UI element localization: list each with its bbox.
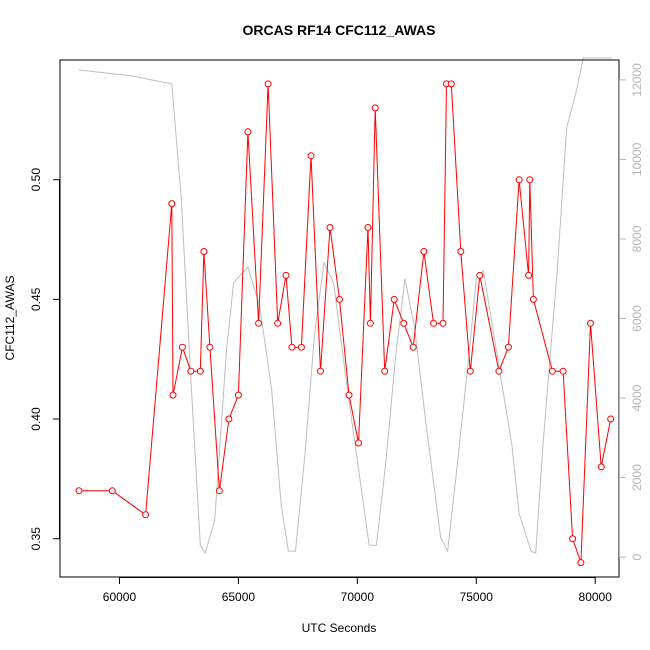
data-point: [457, 248, 465, 255]
x-tick-label: 75000: [460, 590, 494, 604]
data-point: [420, 248, 428, 255]
data-point: [345, 391, 353, 399]
data-point: [196, 367, 204, 375]
data-point: [326, 224, 334, 231]
x-tick-label: 65000: [222, 590, 256, 604]
y2-tick-label: 8000: [630, 225, 644, 252]
data-point: [504, 343, 512, 351]
data-point: [108, 487, 116, 495]
data-point: [515, 176, 523, 184]
data-point: [274, 319, 282, 327]
data-point: [548, 367, 556, 375]
data-point: [179, 343, 186, 351]
data-point: [366, 319, 374, 327]
data-point: [206, 343, 214, 351]
data-point: [200, 248, 208, 255]
y-axis-label: CFC112_AWAS: [3, 276, 17, 361]
data-point: [577, 559, 585, 567]
secondary-series-layer: [78, 57, 612, 555]
data-point: [187, 367, 195, 375]
y-tick-label: 0.50: [29, 168, 43, 192]
y2-tick-label: 6000: [630, 305, 644, 332]
data-point: [587, 319, 594, 327]
data-point: [169, 391, 177, 399]
data-point: [439, 319, 447, 327]
data-point: [430, 319, 437, 327]
data-point: [215, 487, 223, 495]
data-point: [607, 415, 615, 423]
data-point: [168, 200, 176, 208]
data-point: [525, 271, 533, 279]
data-point: [355, 439, 362, 447]
secondary-series-line: [78, 57, 612, 555]
y-tick-label: 0.40: [29, 407, 43, 431]
data-point: [476, 271, 484, 279]
y2-tick-label: 0: [630, 553, 644, 560]
data-point: [529, 295, 537, 303]
axes-layer: 60000 65000 70000 75000 800000.350.400.450.5…: [29, 63, 644, 604]
y2-tick-label: 12000: [630, 63, 644, 97]
data-point: [495, 367, 503, 375]
data-point: [364, 224, 372, 231]
data-point: [225, 415, 233, 423]
y-tick-label: 0.35: [29, 527, 43, 551]
y2-tick-label: 2000: [630, 464, 644, 491]
data-point: [264, 80, 272, 88]
primary-series-line: [79, 83, 612, 563]
x-tick-label: 60000: [103, 590, 137, 604]
data-point: [400, 319, 408, 327]
data-point: [336, 295, 343, 303]
data-point: [409, 343, 417, 351]
x-tick-label: 70000: [341, 590, 375, 604]
data-point: [447, 80, 455, 88]
x-tick-label: 80000: [579, 590, 613, 604]
primary-series-layer: [75, 80, 615, 567]
data-point: [142, 511, 150, 519]
y-tick-label: 0.45: [29, 287, 43, 311]
data-point: [569, 535, 577, 543]
data-point: [244, 128, 252, 136]
data-point: [371, 104, 379, 112]
data-point: [317, 367, 324, 375]
data-point: [288, 343, 296, 351]
data-point: [381, 367, 389, 375]
data-point: [282, 271, 290, 279]
data-point: [255, 319, 263, 327]
data-point: [466, 367, 474, 375]
y2-tick-label: 10000: [630, 142, 644, 176]
data-point: [307, 152, 315, 160]
chart-title: ORCAS RF14 CFC112_AWAS: [243, 22, 436, 38]
data-point: [75, 487, 83, 495]
data-point: [297, 343, 305, 351]
data-point: [526, 176, 534, 184]
data-point: [559, 367, 567, 375]
data-point: [234, 391, 242, 399]
data-point: [390, 295, 398, 303]
x-axis-label: UTC Seconds: [302, 621, 377, 635]
data-point: [597, 463, 605, 471]
y2-tick-label: 4000: [630, 384, 644, 411]
